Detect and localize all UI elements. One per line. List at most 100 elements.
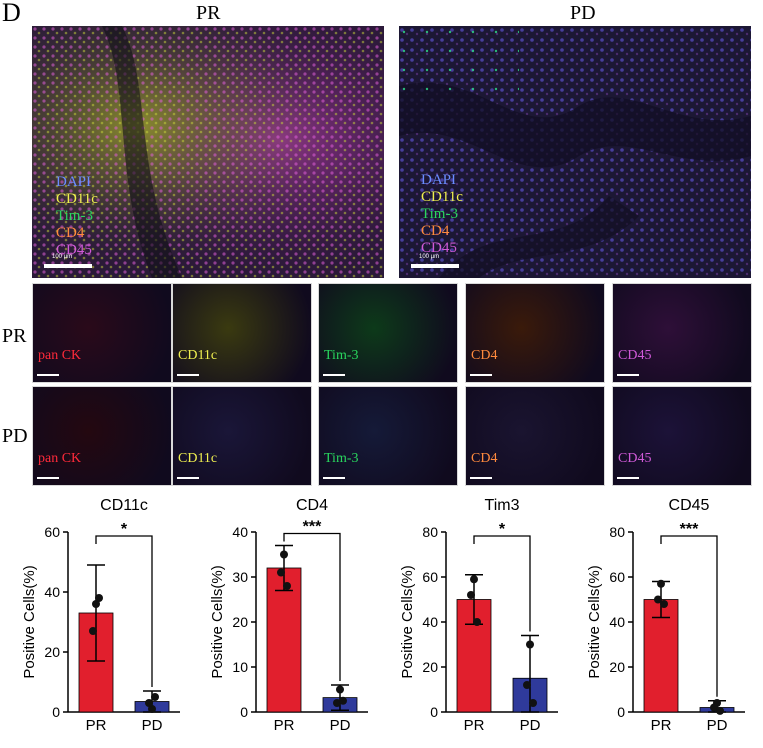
column-title-pd: PD	[570, 2, 596, 24]
tile-scale-bar	[177, 374, 199, 376]
y-tick-label: 0	[52, 704, 60, 720]
legend-dapi: DAPI	[421, 172, 457, 188]
significance-bracket	[660, 535, 718, 697]
row-label-pr: PR	[2, 325, 27, 347]
channel-tile: CD45	[612, 283, 752, 383]
data-point	[473, 618, 481, 626]
y-tick-label: 20	[44, 644, 60, 660]
y-tick-label: 0	[240, 704, 248, 720]
data-point	[333, 699, 341, 707]
significance-bracket	[473, 535, 531, 632]
channel-tile-label: Tim-3	[324, 451, 359, 466]
data-point	[660, 600, 668, 608]
legend-cd45: CD45	[421, 240, 457, 256]
legend-tim3: Tim-3	[56, 208, 93, 224]
y-axis-label: Positive Cells(%)	[209, 565, 226, 678]
data-point	[716, 706, 724, 715]
y-axis-label: Positive Cells(%)	[21, 565, 38, 678]
chart-title: CD4	[296, 497, 328, 514]
chart-title: Tim3	[485, 497, 520, 514]
micrograph-pr-texture	[32, 26, 384, 278]
data-point	[145, 699, 153, 707]
tile-scale-bar	[617, 374, 639, 376]
x-tick-label: PR	[274, 717, 295, 730]
y-tick-label: 20	[422, 659, 438, 675]
tile-scale-bar	[323, 374, 345, 376]
bar-chart-tim3: Tim3 Positive Cells(%) 0 20 40 60 80 PR PD *	[399, 497, 558, 730]
channel-tile-label: CD45	[618, 348, 652, 363]
micrograph-pd-texture	[399, 26, 751, 278]
bar-chart-cd11c: CD11c Positive Cells(%) 0 20 40 60 PR PD *	[21, 497, 180, 730]
x-tick-label: PR	[86, 717, 107, 730]
scale-bar-pd	[411, 264, 459, 268]
scale-label-pr: 100 µm	[52, 254, 73, 260]
data-point	[148, 705, 156, 713]
significance-label: ***	[303, 519, 322, 536]
channel-tile: CD4	[465, 283, 605, 383]
channel-tile: Tim-3	[318, 283, 458, 383]
channel-tile: Tim-3	[318, 386, 458, 486]
data-point	[529, 699, 537, 707]
data-point	[339, 696, 347, 705]
data-point	[657, 579, 665, 588]
channel-tile: CD45	[612, 386, 752, 486]
tile-scale-bar	[177, 477, 199, 479]
y-tick-label: 10	[232, 659, 248, 675]
y-tick-label: 60	[609, 569, 625, 585]
y-tick-label: 40	[609, 614, 625, 630]
channel-tile: CD4	[465, 386, 605, 486]
legend-cd4: CD4	[421, 223, 450, 239]
y-tick-label: 80	[609, 524, 625, 540]
legend-dapi: DAPI	[56, 174, 92, 190]
bar-pr	[266, 567, 302, 713]
y-tick-label: 60	[44, 524, 60, 540]
data-point	[283, 582, 291, 590]
scale-bar-pr	[44, 264, 92, 268]
legend-pd: DAPI CD11c Tim-3 CD4 CD45	[421, 172, 463, 257]
y-tick-label: 40	[422, 614, 438, 630]
significance-label: *	[121, 521, 128, 538]
legend-cd45: CD45	[56, 242, 92, 258]
data-point	[95, 594, 103, 602]
channel-tile-label: Tim-3	[324, 348, 359, 363]
y-tick-label: 0	[617, 704, 625, 720]
channel-tile-label: CD11c	[178, 451, 218, 466]
y-tick-label: 20	[232, 614, 248, 630]
significance-bracket	[283, 532, 341, 681]
bar-chart-cd45: CD45 Positive Cells(%) 0 20 40 60 80 PR PD ***	[586, 497, 745, 730]
x-tick-label: PD	[520, 717, 541, 730]
data-point	[277, 568, 285, 577]
data-point	[280, 550, 288, 559]
column-title-pr: PR	[196, 2, 221, 24]
y-tick-label: 80	[422, 524, 438, 540]
channel-tile: CD11c	[172, 283, 312, 383]
scale-label-pd: 100 µm	[419, 254, 440, 260]
data-point	[151, 693, 159, 701]
y-tick-label: 30	[232, 569, 248, 585]
y-axis-label: Positive Cells(%)	[586, 565, 603, 678]
y-tick-label: 0	[430, 704, 438, 720]
significance-label: *	[499, 521, 506, 538]
legend-pr: DAPI CD11c Tim-3 CD4 CD45	[56, 174, 98, 259]
x-tick-label: PR	[464, 717, 485, 730]
data-point	[470, 575, 478, 584]
channel-tile-label: CD11c	[178, 348, 218, 363]
data-point	[89, 627, 97, 635]
channel-tile-label: CD45	[618, 451, 652, 466]
data-point	[467, 591, 475, 599]
chart-title: CD11c	[100, 497, 148, 514]
data-point	[654, 595, 662, 604]
tile-scale-bar	[617, 477, 639, 479]
y-tick-label: 60	[422, 569, 438, 585]
x-tick-label: PD	[142, 717, 163, 730]
tile-scale-bar	[470, 374, 492, 376]
row-label-pd: PD	[2, 425, 28, 447]
tile-scale-bar	[37, 477, 59, 479]
channel-tile-label: CD4	[471, 451, 498, 466]
legend-cd11c: CD11c	[56, 191, 98, 207]
data-point	[523, 681, 531, 689]
y-tick-label: 40	[232, 524, 248, 540]
legend-cd11c: CD11c	[421, 189, 463, 205]
significance-label: ***	[680, 521, 699, 538]
channel-tile: pan CK	[32, 283, 172, 383]
